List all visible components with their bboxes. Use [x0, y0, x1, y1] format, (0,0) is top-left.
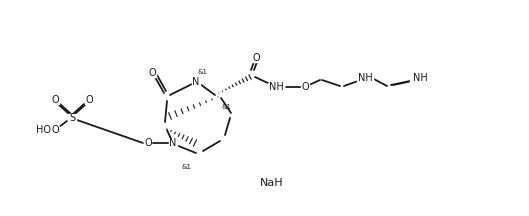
Text: NH: NH — [358, 73, 372, 83]
Text: N: N — [169, 138, 177, 148]
Text: NH: NH — [269, 82, 284, 92]
Text: NaH: NaH — [260, 178, 284, 188]
Bar — [51, 126, 59, 134]
Bar — [68, 114, 76, 122]
Bar — [410, 70, 440, 86]
Text: O: O — [51, 95, 59, 105]
Text: H: H — [422, 78, 428, 87]
Text: O: O — [252, 53, 260, 63]
Text: HO: HO — [36, 125, 51, 135]
Text: N: N — [193, 77, 199, 87]
Bar — [169, 139, 177, 147]
Text: N: N — [415, 73, 422, 83]
Text: NH: NH — [413, 73, 428, 83]
Bar — [301, 83, 309, 91]
Bar — [144, 139, 152, 147]
Text: O: O — [144, 138, 152, 148]
Text: O: O — [85, 95, 93, 105]
Bar — [357, 74, 373, 82]
Text: S: S — [69, 113, 75, 123]
Bar — [148, 69, 156, 77]
Text: &1: &1 — [222, 104, 232, 110]
Text: &1: &1 — [198, 69, 208, 75]
Bar — [51, 96, 59, 104]
Text: O: O — [148, 68, 156, 78]
Bar — [412, 74, 428, 82]
Bar — [192, 78, 200, 86]
Text: O: O — [301, 82, 309, 92]
Bar — [85, 96, 93, 104]
Bar — [252, 54, 260, 62]
Bar — [268, 83, 284, 91]
Text: &1: &1 — [182, 164, 192, 170]
Text: O: O — [51, 125, 59, 135]
Text: NH: NH — [413, 73, 427, 83]
